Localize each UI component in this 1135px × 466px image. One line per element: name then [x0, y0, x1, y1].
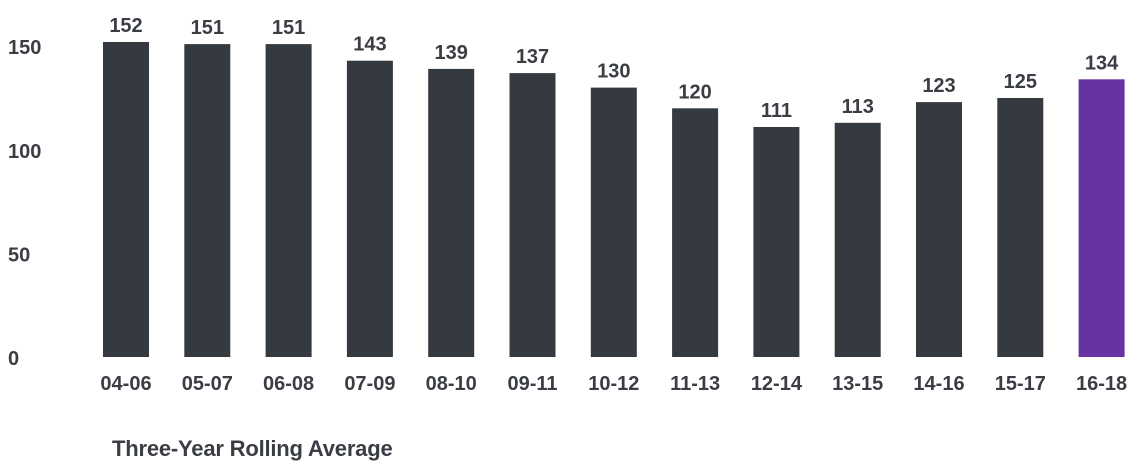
- data-label: 111: [761, 100, 792, 122]
- bar: [753, 127, 800, 357]
- x-tick-label: 14-16: [913, 373, 964, 395]
- data-label: 125: [1004, 71, 1037, 93]
- bar: [103, 42, 149, 357]
- data-label: 143: [353, 34, 386, 56]
- bar: [672, 108, 719, 357]
- bar: [509, 73, 556, 357]
- x-tick-label: 16-18: [1076, 373, 1127, 395]
- bar: [428, 68, 475, 358]
- x-tick-label: 04-06: [100, 373, 151, 395]
- y-tick-label: 50: [8, 244, 30, 266]
- x-tick-label: 11-13: [670, 373, 720, 395]
- data-label: 151: [272, 17, 305, 39]
- x-tick-label: 09-11: [507, 373, 557, 395]
- x-tick-label: 05-07: [182, 373, 233, 395]
- y-tick-label: 0: [8, 348, 19, 370]
- data-label: 134: [1085, 52, 1119, 74]
- x-tick-label: 13-15: [832, 373, 883, 395]
- data-label: 120: [678, 81, 711, 103]
- x-tick-label: 08-10: [426, 373, 477, 395]
- bar: [590, 87, 637, 357]
- bar: [1078, 79, 1125, 358]
- data-label: 152: [109, 15, 142, 37]
- data-label: 123: [922, 75, 955, 97]
- data-label: 137: [516, 46, 549, 68]
- x-tick-label: 10-12: [588, 373, 639, 395]
- x-tick-label: 07-09: [344, 373, 395, 395]
- x-tick-label: 06-08: [263, 373, 314, 395]
- x-axis-title: Three-Year Rolling Average: [112, 436, 393, 461]
- data-label: 139: [435, 42, 468, 64]
- data-label: 151: [191, 17, 224, 39]
- bar: [916, 102, 962, 357]
- y-tick-label: 150: [8, 37, 41, 59]
- bar: [997, 98, 1044, 357]
- bar: [265, 44, 312, 357]
- bar: [184, 44, 231, 357]
- data-label: 130: [597, 61, 630, 83]
- bar: [346, 60, 393, 357]
- bar: [834, 122, 881, 357]
- y-tick-label: 100: [8, 141, 41, 163]
- x-tick-label: 12-14: [751, 373, 803, 395]
- x-tick-label: 15-17: [995, 373, 1046, 395]
- data-label: 113: [842, 96, 874, 118]
